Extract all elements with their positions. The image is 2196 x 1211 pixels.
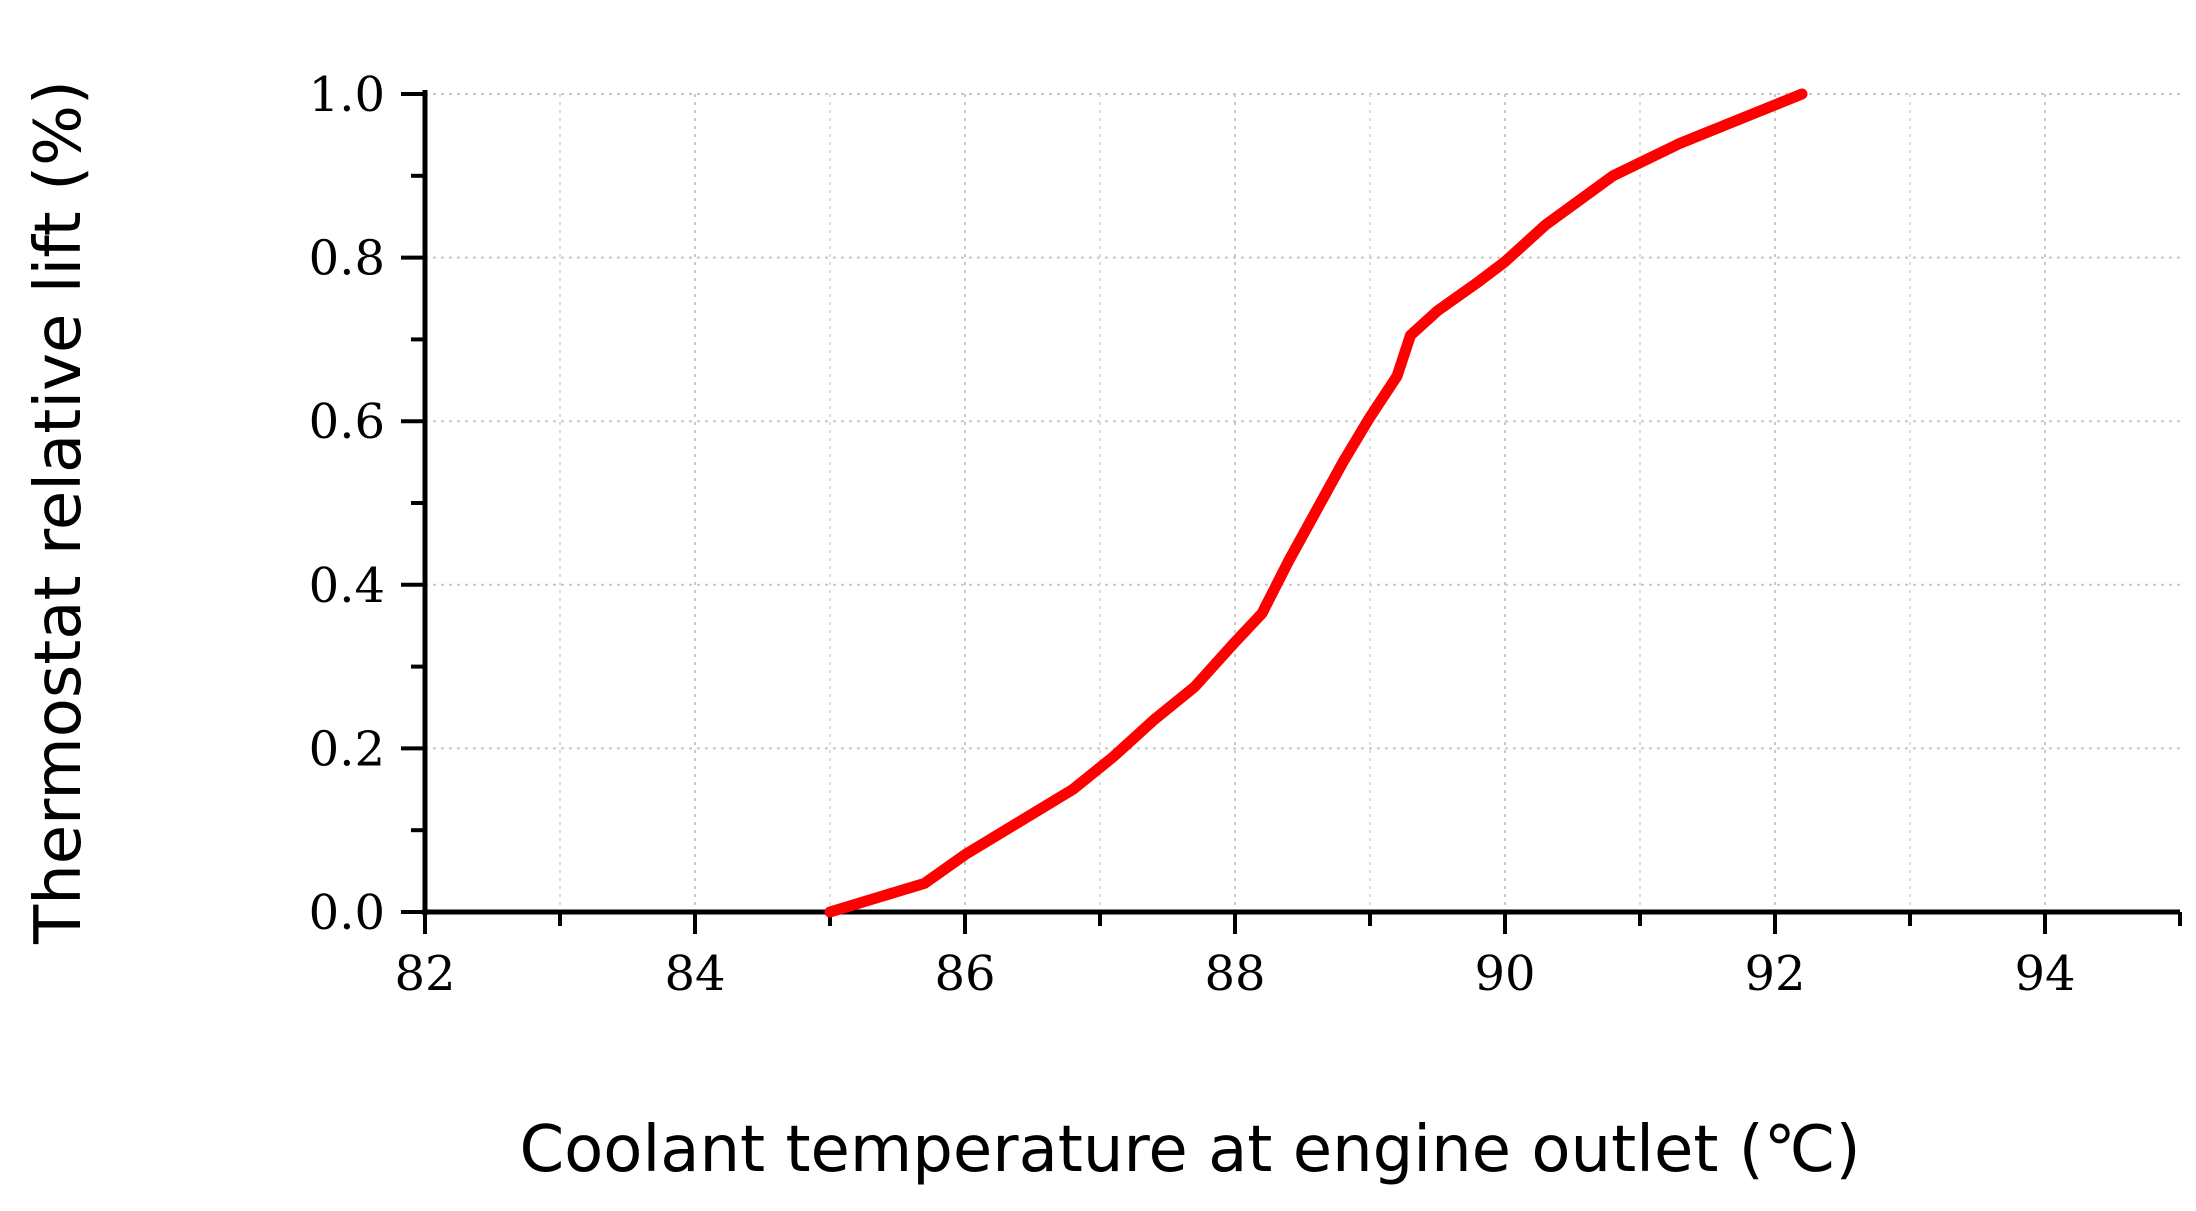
x-tick-label: 94 bbox=[2014, 946, 2075, 1002]
x-tick-label: 84 bbox=[664, 946, 725, 1002]
x-tick-label: 88 bbox=[1204, 946, 1265, 1002]
x-tick-label: 82 bbox=[394, 946, 455, 1002]
x-axis-title: Coolant temperature at engine outlet (℃) bbox=[519, 1113, 1860, 1187]
series-layer bbox=[824, 88, 1808, 918]
y-tick-label: 0.6 bbox=[309, 394, 385, 450]
x-tick-label: 86 bbox=[934, 946, 995, 1002]
y-axis-title: Thermostat relative lift (%) bbox=[22, 80, 96, 945]
tick-labels: 0.0 0.2 0.4 0.6 0.8 1.0 82 84 86 88 90 92 94 bbox=[309, 67, 2076, 1002]
x-tick-label: 92 bbox=[1744, 946, 1805, 1002]
y-tick-label: 0.8 bbox=[309, 231, 385, 287]
y-tick-label: 1.0 bbox=[309, 67, 385, 123]
y-tick-label: 0.0 bbox=[309, 885, 385, 941]
y-tick-label: 0.4 bbox=[309, 558, 385, 614]
grid-lines bbox=[425, 93, 2180, 912]
series-line bbox=[824, 88, 1808, 918]
y-tick-label: 0.2 bbox=[309, 721, 385, 777]
axes bbox=[401, 90, 2182, 934]
x-tick-label: 90 bbox=[1474, 946, 1535, 1002]
